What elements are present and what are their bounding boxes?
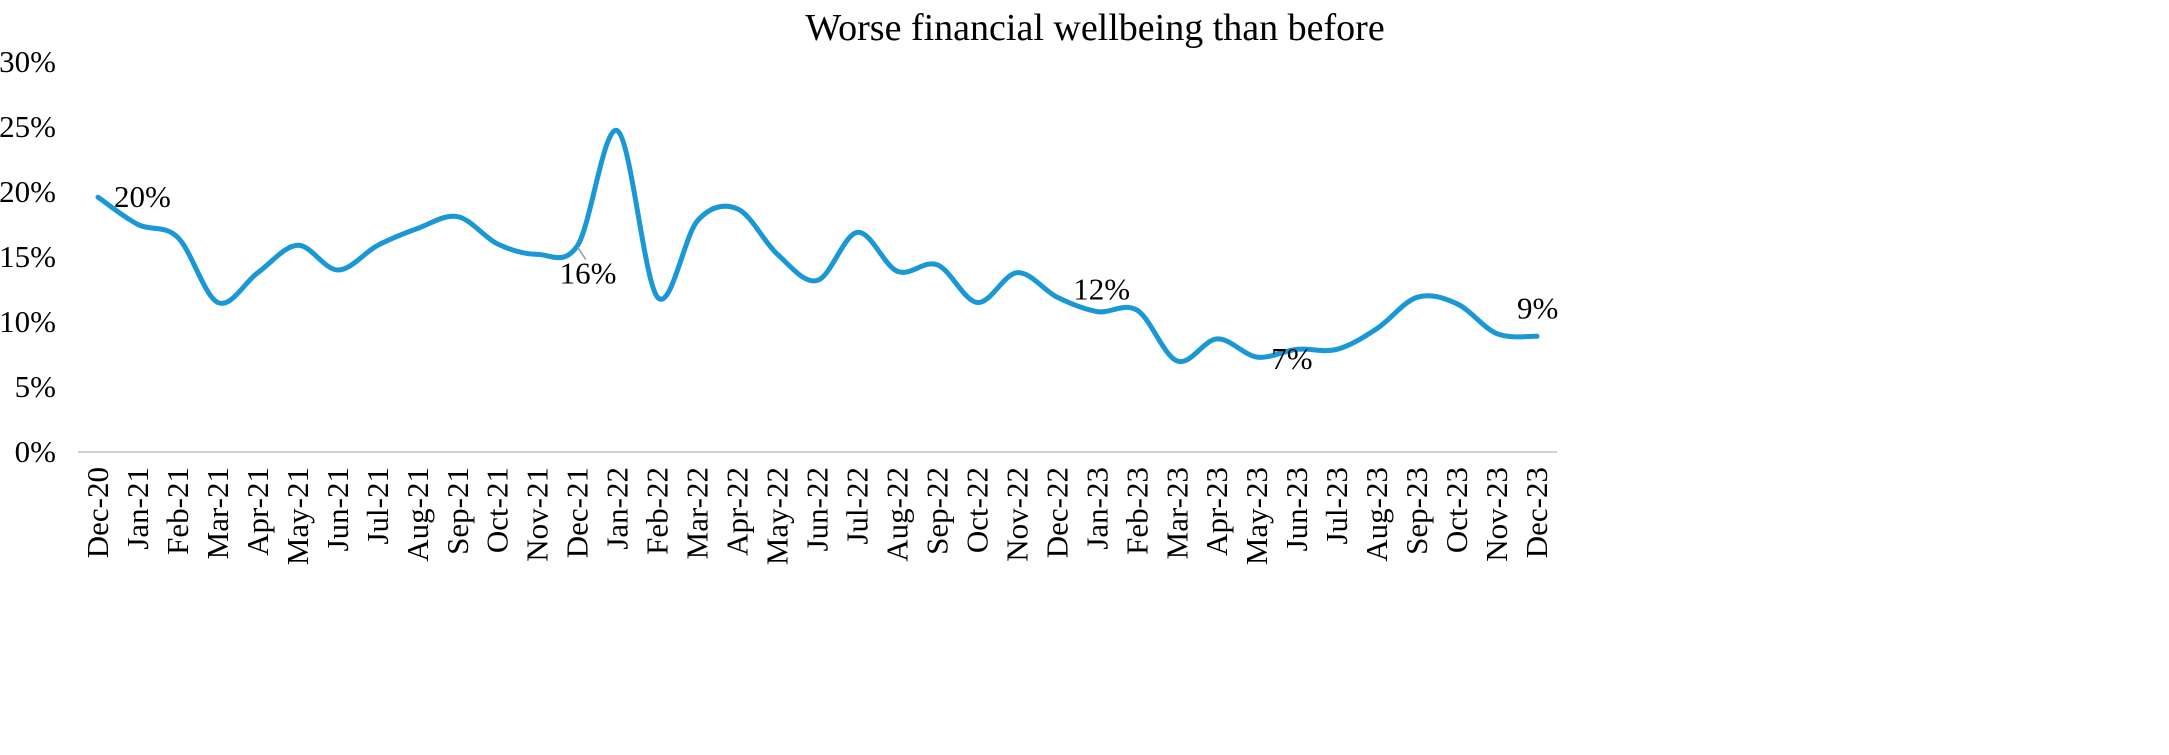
- series-line: [95, 128, 1540, 364]
- series-group: [95, 128, 1540, 364]
- y-axis-ticks: 0% 5% 10% 15% 20% 25% 30%: [0, 44, 56, 469]
- y-tick-label: 10%: [0, 304, 56, 339]
- x-tick-label: Jul-22: [839, 467, 874, 545]
- data-label-leader: [577, 246, 587, 260]
- x-tick-label: Jul-23: [1319, 467, 1354, 545]
- x-tick-label: Jun-21: [320, 467, 355, 551]
- x-tick-label: May-23: [1239, 467, 1274, 565]
- x-tick-label: Jun-22: [800, 467, 835, 551]
- x-tick-label: Aug-22: [879, 467, 914, 562]
- y-tick-label: 15%: [0, 239, 56, 274]
- chart-title: Worse financial wellbeing than before: [805, 7, 1384, 49]
- x-axis-ticks: Dec-20 Jan-21 Feb-21 Mar-21 Apr-21 May-21 Jun-…: [80, 467, 1554, 565]
- x-tick-label: Jan-23: [1079, 467, 1114, 550]
- x-tick-label: Mar-21: [200, 467, 235, 559]
- x-tick-label: Apr-22: [720, 467, 755, 556]
- y-tick-label: 25%: [0, 109, 56, 144]
- data-labels: 20% 16% 12% 7% 9%: [114, 179, 1558, 376]
- data-label: 9%: [1517, 290, 1558, 325]
- x-tick-label: Nov-22: [999, 467, 1034, 562]
- x-tick-label: Sep-22: [919, 467, 954, 555]
- data-label: 7%: [1271, 341, 1312, 376]
- x-tick-label: Dec-23: [1519, 467, 1554, 558]
- y-tick-label: 0%: [15, 434, 56, 469]
- x-tick-label: Jan-22: [600, 467, 635, 550]
- x-tick-label: Oct-23: [1439, 467, 1474, 553]
- y-tick-label: 5%: [15, 369, 56, 404]
- x-tick-label: Jul-21: [360, 467, 395, 545]
- x-tick-label: Sep-21: [440, 467, 475, 555]
- x-tick-label: Jun-23: [1279, 467, 1314, 551]
- data-label: 20%: [114, 179, 171, 214]
- x-tick-label: Dec-20: [80, 467, 115, 558]
- x-tick-label: Nov-21: [520, 467, 555, 562]
- y-tick-label: 30%: [0, 44, 56, 79]
- x-tick-label: Dec-22: [1039, 467, 1074, 558]
- y-tick-label: 20%: [0, 174, 56, 209]
- x-tick-label: Feb-23: [1119, 467, 1154, 555]
- data-label: 12%: [1073, 272, 1130, 307]
- x-tick-label: Sep-23: [1399, 467, 1434, 555]
- x-tick-label: Mar-23: [1159, 467, 1194, 559]
- x-tick-label: Aug-21: [400, 467, 435, 562]
- x-tick-label: Oct-22: [959, 467, 994, 553]
- x-tick-label: Apr-21: [240, 467, 275, 556]
- x-tick-label: Jan-21: [120, 467, 155, 550]
- x-tick-label: Mar-22: [680, 467, 715, 559]
- x-tick-label: Oct-21: [480, 467, 515, 553]
- x-tick-label: Apr-23: [1199, 467, 1234, 556]
- x-tick-label: Aug-23: [1359, 467, 1394, 562]
- x-tick-label: Dec-21: [560, 467, 595, 558]
- x-tick-label: May-22: [760, 467, 795, 565]
- x-tick-label: Feb-22: [640, 467, 675, 555]
- data-label: 16%: [560, 255, 617, 290]
- x-tick-label: May-21: [280, 467, 315, 565]
- x-tick-label: Feb-21: [160, 467, 195, 555]
- x-tick-label: Nov-23: [1479, 467, 1514, 562]
